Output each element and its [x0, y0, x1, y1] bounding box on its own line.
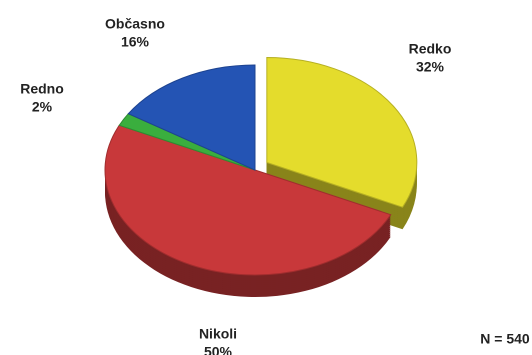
slice — [104, 124, 392, 276]
slice — [127, 64, 256, 171]
slice — [266, 56, 418, 208]
slice-label: Redno — [20, 81, 64, 97]
annotation: N = 540 — [480, 331, 530, 347]
slice-label: Nikoli — [199, 326, 237, 342]
slice-label: Občasno — [105, 16, 165, 32]
slice-value-label: 2% — [32, 99, 53, 115]
slice-value-label: 16% — [121, 34, 150, 50]
slice-value-label: 32% — [416, 59, 445, 75]
slice-value-label: 50% — [204, 344, 233, 355]
slice-label: Redko — [409, 41, 452, 57]
